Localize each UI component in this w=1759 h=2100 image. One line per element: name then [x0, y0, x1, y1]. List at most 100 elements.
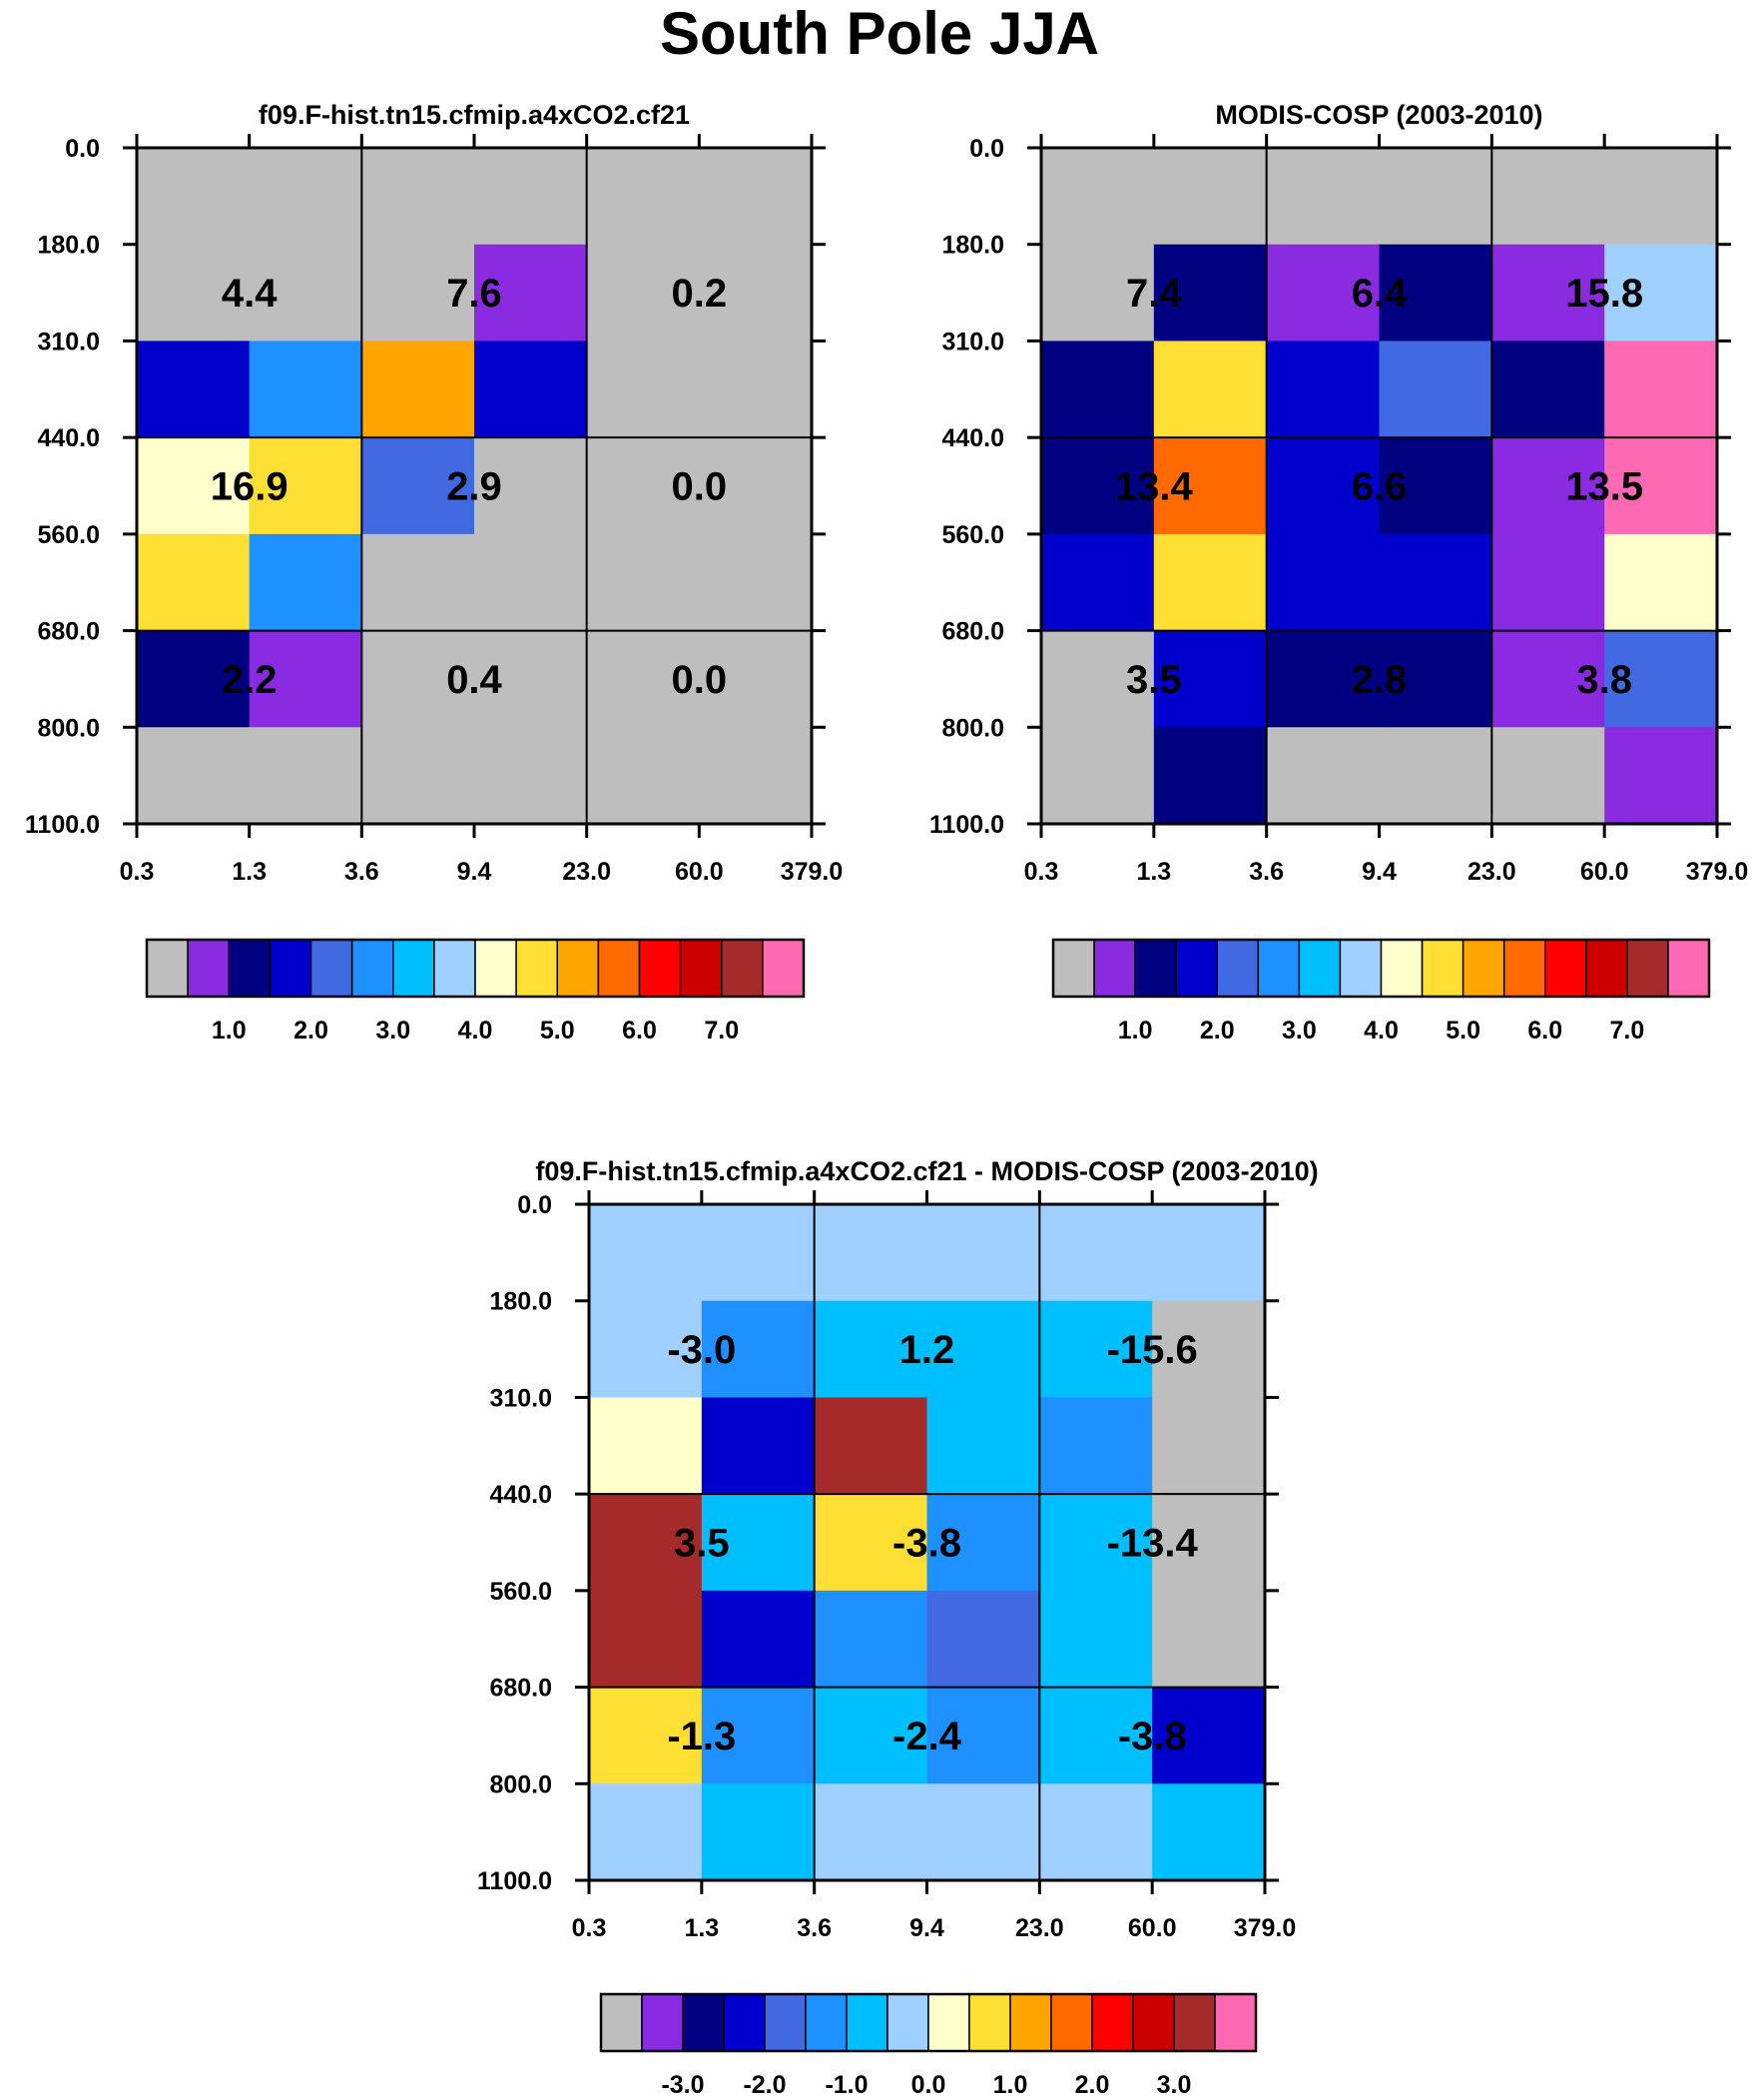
colorbar-swatch — [1544, 939, 1587, 998]
heatmap-cell — [361, 727, 475, 825]
y-tick-label: 560.0 — [37, 521, 100, 549]
colorbar-label: 7.0 — [704, 1017, 739, 1045]
heatmap-cell — [1604, 341, 1718, 438]
heatmap-cell — [137, 533, 251, 632]
block-value-label: -3.8 — [1118, 1715, 1187, 1758]
heatmap-cell — [699, 727, 813, 825]
heatmap-cell — [701, 1687, 816, 1784]
panel-title: f09.F-hist.tn15.cfmip.a4xCO2.cf21 - MODI… — [535, 1156, 1318, 1186]
heatmap-cell — [137, 630, 251, 728]
heatmap-cell — [1266, 148, 1381, 246]
heatmap-cell — [586, 533, 700, 632]
heatmap-cell — [926, 1783, 1040, 1881]
heatmap-cell — [701, 1590, 816, 1689]
heatmap-cell — [137, 437, 251, 535]
colorbar-swatch — [269, 939, 312, 998]
heatmap-cell — [474, 437, 588, 535]
heatmap-cell — [1152, 1590, 1266, 1689]
y-tick-label: 560.0 — [489, 1578, 552, 1606]
heatmap-cell — [361, 244, 475, 343]
heatmap-cell — [701, 1397, 816, 1495]
heatmap-panel-1: f09.F-hist.tn15.cfmip.a4xCO2.cf21 0.0 180.… — [25, 100, 843, 1045]
colorbar-swatch — [721, 939, 764, 998]
heatmap-cell — [474, 533, 588, 632]
block-value-label: 0.2 — [672, 272, 728, 316]
colorbar-swatch — [1091, 1993, 1134, 2052]
heatmap-cell — [474, 630, 588, 728]
colorbar-swatch — [1052, 939, 1095, 998]
block-value-label: 2.2 — [222, 658, 278, 702]
heatmap-cell — [589, 1397, 703, 1495]
heatmap-cell — [926, 1494, 1040, 1592]
heatmap-cell — [1491, 533, 1605, 632]
heatmap-cell — [1041, 437, 1155, 535]
heatmap-cell — [1153, 341, 1268, 438]
colorbar-label: 1.0 — [212, 1017, 247, 1045]
x-tick-label: 3.6 — [1249, 858, 1284, 886]
heatmap-cell — [1152, 1397, 1266, 1495]
heatmap-cell — [926, 1204, 1040, 1302]
heatmap-cell — [814, 1204, 928, 1302]
colorbar-swatch — [600, 1993, 643, 2052]
y-tick-label: 310.0 — [37, 328, 100, 355]
colorbar-swatch — [1380, 939, 1424, 998]
block-value-label: 6.6 — [1352, 465, 1408, 509]
heatmap-cell — [1152, 1204, 1266, 1302]
colorbar-swatch — [968, 1993, 1011, 2052]
colorbar-swatch — [1134, 939, 1177, 998]
heatmap-cell — [1039, 1494, 1153, 1592]
y-tick-label: 800.0 — [489, 1770, 552, 1798]
y-tick-label: 310.0 — [489, 1384, 552, 1412]
heatmap-cell — [361, 148, 475, 246]
heatmap-cell — [1604, 244, 1718, 343]
x-tick-label: 1.3 — [1136, 858, 1171, 886]
block-value-label: -1.3 — [667, 1715, 736, 1758]
heatmap-cell — [1491, 727, 1605, 825]
y-tick-label: 800.0 — [941, 714, 1004, 742]
heatmap-cell — [249, 533, 362, 632]
y-tick-label: 680.0 — [941, 618, 1004, 646]
heatmap-cell — [1039, 1300, 1153, 1399]
x-tick-label: 23.0 — [1015, 1914, 1064, 1942]
colorbar-swatch — [309, 939, 353, 998]
x-tick-label: 0.3 — [1024, 858, 1059, 886]
y-tick-label: 800.0 — [37, 714, 100, 742]
colorbar-swatch — [597, 939, 641, 998]
heatmap-cell — [1153, 148, 1268, 246]
heatmap-cell — [1039, 1204, 1153, 1302]
colorbar: 1.0 2.0 3.0 4.0 5.0 6.0 7.0 — [1051, 938, 1711, 1045]
heatmap-panel-3: f09.F-hist.tn15.cfmip.a4xCO2.cf21 - MODI… — [477, 1156, 1319, 2099]
colorbar-swatch — [886, 1993, 929, 2052]
y-tick-label: 440.0 — [941, 424, 1004, 452]
heatmap-cell — [1604, 148, 1718, 246]
heatmap-cell — [1039, 1590, 1153, 1689]
heatmap-cell — [589, 1204, 703, 1302]
y-tick-label: 180.0 — [941, 232, 1004, 260]
heatmap-cell — [699, 341, 813, 438]
colorbar-swatch — [1298, 939, 1342, 998]
heatmap-cell — [249, 244, 362, 343]
heatmap-cell — [1039, 1397, 1153, 1495]
heatmap-cell — [137, 727, 251, 825]
heatmap-cell — [1153, 437, 1268, 535]
block-value-label: -3.0 — [667, 1328, 736, 1372]
x-tick-label: 379.0 — [1234, 1914, 1297, 1942]
x-tick-label: 3.6 — [344, 858, 379, 886]
heatmap-cell — [1604, 533, 1718, 632]
colorbar-swatch — [682, 1993, 725, 2052]
heatmap-cell — [1491, 630, 1605, 728]
heatmap-cell — [361, 341, 475, 438]
heatmap-cell — [926, 1687, 1040, 1784]
colorbar-swatch — [392, 939, 435, 998]
colorbar-swatch — [1626, 939, 1669, 998]
colorbar-label: 4.0 — [1364, 1017, 1399, 1045]
block-value-label: 1.2 — [899, 1328, 955, 1372]
heatmap-cell — [589, 1590, 703, 1689]
heatmap-cell — [1153, 630, 1268, 728]
colorbar-swatch — [228, 939, 272, 998]
heatmap-cell — [701, 1204, 816, 1302]
heatmap-cell — [1379, 533, 1492, 632]
colorbar-frame — [145, 938, 806, 999]
y-tick-label: 680.0 — [489, 1675, 552, 1703]
block-value-label: 0.4 — [446, 658, 502, 702]
